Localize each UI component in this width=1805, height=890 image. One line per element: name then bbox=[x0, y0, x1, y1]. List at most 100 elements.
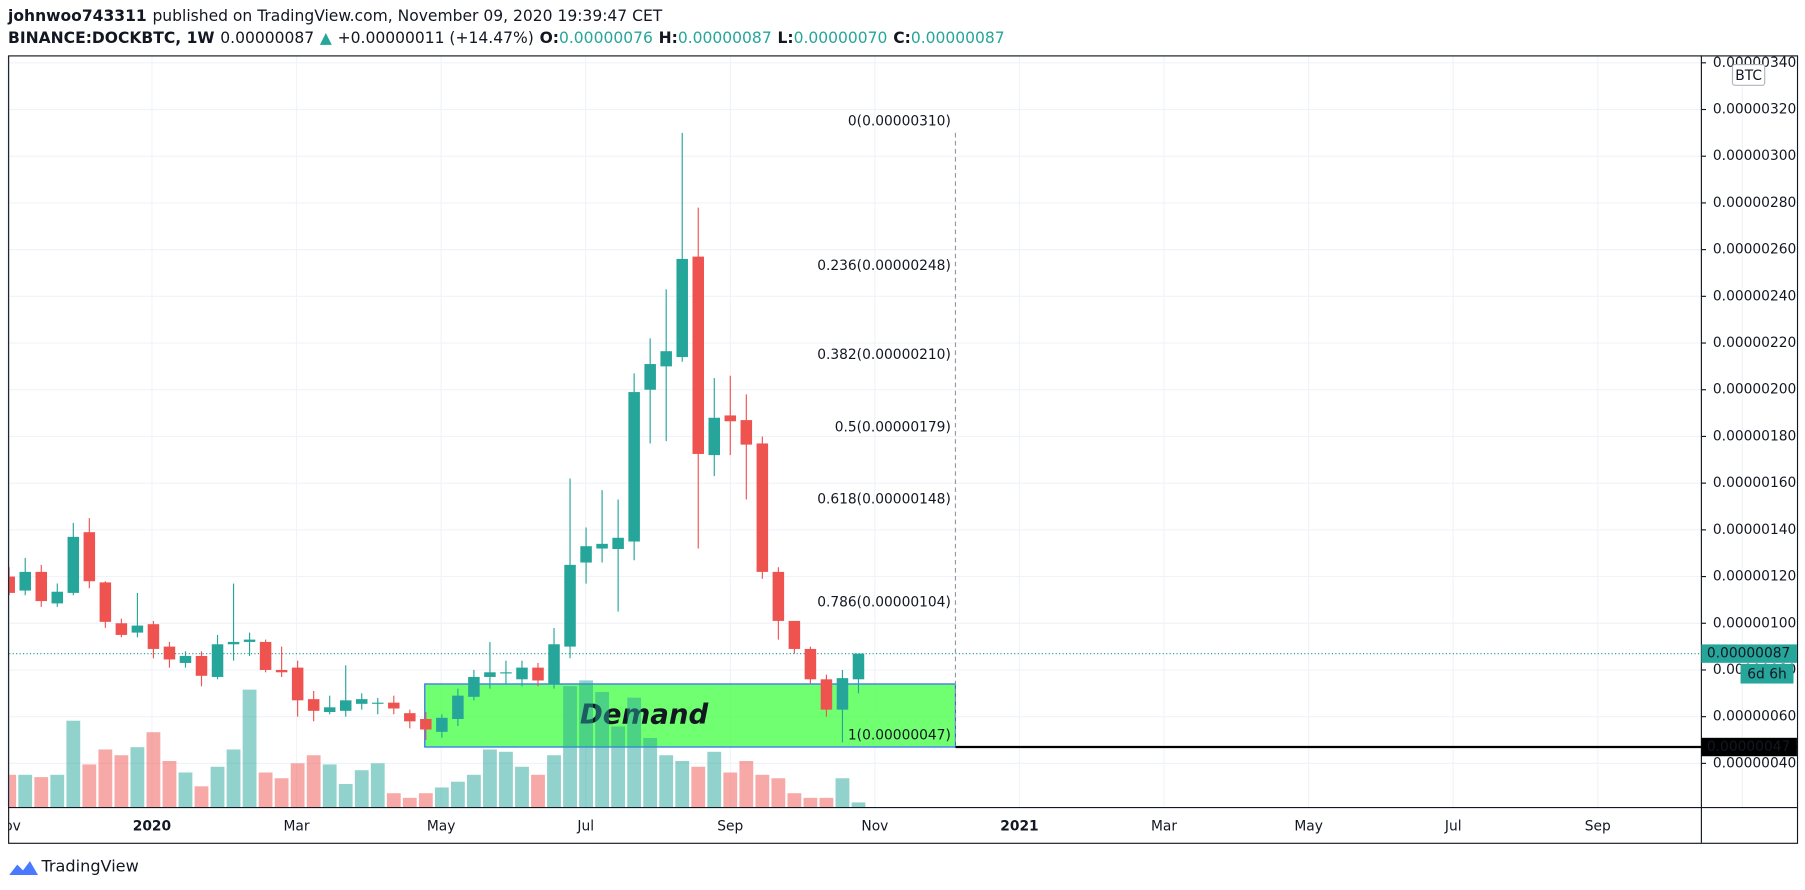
candle-body bbox=[612, 537, 624, 549]
x-tick-label: 2020 bbox=[133, 819, 171, 835]
candle-body bbox=[500, 672, 512, 674]
candle-body bbox=[243, 639, 256, 642]
volume-bar bbox=[691, 766, 706, 808]
y-tick-label: 0.00000060 bbox=[1713, 709, 1796, 725]
candle-body bbox=[211, 644, 224, 677]
y-tick-label: 0.00000120 bbox=[1713, 569, 1796, 585]
candle-body bbox=[372, 702, 384, 704]
volume-bar bbox=[787, 793, 802, 808]
volume-bar bbox=[563, 686, 577, 808]
volume-bar bbox=[707, 751, 722, 808]
level-label: 0.00000047 bbox=[1707, 739, 1790, 755]
volume-bar bbox=[130, 747, 145, 808]
logo: TradingView bbox=[9, 856, 139, 875]
volume-bar bbox=[98, 749, 113, 808]
volume-bar bbox=[114, 755, 129, 808]
candle-body bbox=[820, 679, 833, 710]
candle-body bbox=[772, 571, 785, 621]
candle-body bbox=[404, 713, 416, 722]
countdown-tag bbox=[1740, 663, 1794, 684]
candle-body bbox=[19, 571, 31, 591]
y-tick-label: 0.00000280 bbox=[1713, 195, 1796, 211]
fib-label: 0.5(0.00000179) bbox=[835, 419, 951, 435]
candle-body bbox=[676, 258, 688, 358]
volume-bar bbox=[9, 774, 17, 808]
candle-body bbox=[628, 392, 640, 542]
ohlc-value: 0.00000076 bbox=[559, 29, 653, 47]
y-tick-label: 0.00000100 bbox=[1713, 615, 1796, 631]
fib-label: 0.618(0.00000148) bbox=[817, 492, 951, 508]
volume-bar bbox=[34, 777, 49, 808]
candle-body bbox=[468, 676, 480, 697]
volume-bar bbox=[66, 720, 81, 808]
frame bbox=[8, 55, 1799, 844]
ohlc-value: 0.00000070 bbox=[794, 29, 888, 47]
candle-body bbox=[99, 582, 112, 622]
volume-bar bbox=[82, 764, 97, 808]
grid bbox=[6, 56, 1743, 808]
x-tick-label: Mar bbox=[284, 819, 310, 835]
publish-line: johnwoo743311 published on TradingView.co… bbox=[7, 7, 663, 25]
volume-bar bbox=[739, 760, 754, 808]
y-tick-label: 0.00000040 bbox=[1713, 755, 1796, 771]
candle-body bbox=[339, 700, 352, 711]
price-tag bbox=[1701, 644, 1797, 663]
currency-box bbox=[1731, 63, 1766, 86]
change: +0.00000011 (+14.47%) bbox=[338, 29, 534, 47]
candle-body bbox=[724, 415, 737, 422]
volume-bar bbox=[274, 778, 289, 808]
volume-bar bbox=[819, 797, 834, 808]
volume-bar bbox=[242, 689, 257, 808]
volume-bar bbox=[723, 772, 738, 808]
candle-body bbox=[275, 669, 288, 673]
candle-body bbox=[484, 672, 496, 677]
symbol: BINANCE:DOCKBTC, 1W bbox=[8, 29, 214, 47]
candle-body bbox=[307, 699, 320, 711]
volume-bar bbox=[354, 770, 369, 808]
x-tick-label: Nov bbox=[1729, 819, 1756, 835]
y-tick-label: 0.00000200 bbox=[1713, 382, 1796, 398]
volume-bar bbox=[306, 755, 321, 808]
candle-body bbox=[323, 707, 336, 712]
volume-bar bbox=[194, 786, 209, 808]
candle-body bbox=[852, 653, 865, 680]
volume-bar bbox=[466, 774, 481, 808]
volume-bar bbox=[771, 778, 786, 808]
x-tick-label: May bbox=[427, 819, 456, 835]
candle-body bbox=[708, 417, 721, 456]
last: 0.00000087 bbox=[220, 29, 314, 47]
ohlc-value: 0.00000087 bbox=[678, 29, 772, 47]
volume-bar bbox=[851, 802, 866, 808]
y-tick-label: 0.00000300 bbox=[1713, 148, 1796, 164]
x-tick-label: Sep bbox=[1585, 819, 1611, 835]
candle-body bbox=[131, 625, 144, 633]
volume-bar bbox=[418, 793, 433, 808]
x-tick-label: Jul bbox=[576, 819, 594, 835]
candle-body bbox=[420, 718, 432, 730]
candle-body bbox=[596, 543, 608, 549]
volume-bar bbox=[146, 732, 161, 808]
volume-bar bbox=[579, 680, 593, 808]
volume-bar bbox=[178, 772, 193, 808]
fib-label: 0.786(0.00000104) bbox=[817, 594, 951, 610]
candle-body bbox=[259, 641, 272, 670]
x-tick-label: Sep bbox=[717, 819, 743, 835]
x-tick-label: Jul bbox=[1444, 819, 1462, 835]
candle-body bbox=[756, 443, 769, 572]
y-tick-label: 0.00000260 bbox=[1713, 242, 1796, 258]
x-tick-label: Nov bbox=[0, 819, 21, 835]
candle-body bbox=[179, 655, 192, 663]
volume-bar bbox=[643, 737, 658, 808]
candle-body bbox=[580, 546, 592, 563]
volume-bar bbox=[611, 726, 626, 808]
volume-bar bbox=[18, 774, 33, 808]
volume-bar bbox=[258, 772, 273, 808]
fib-label: 1(0.00000047) bbox=[848, 728, 951, 744]
x-tick-label: May bbox=[1294, 819, 1323, 835]
volume-bar bbox=[483, 749, 497, 808]
volume-bar bbox=[515, 766, 529, 808]
volume-bar bbox=[531, 774, 545, 808]
volume-bar bbox=[547, 755, 561, 808]
candle-body bbox=[644, 364, 656, 390]
